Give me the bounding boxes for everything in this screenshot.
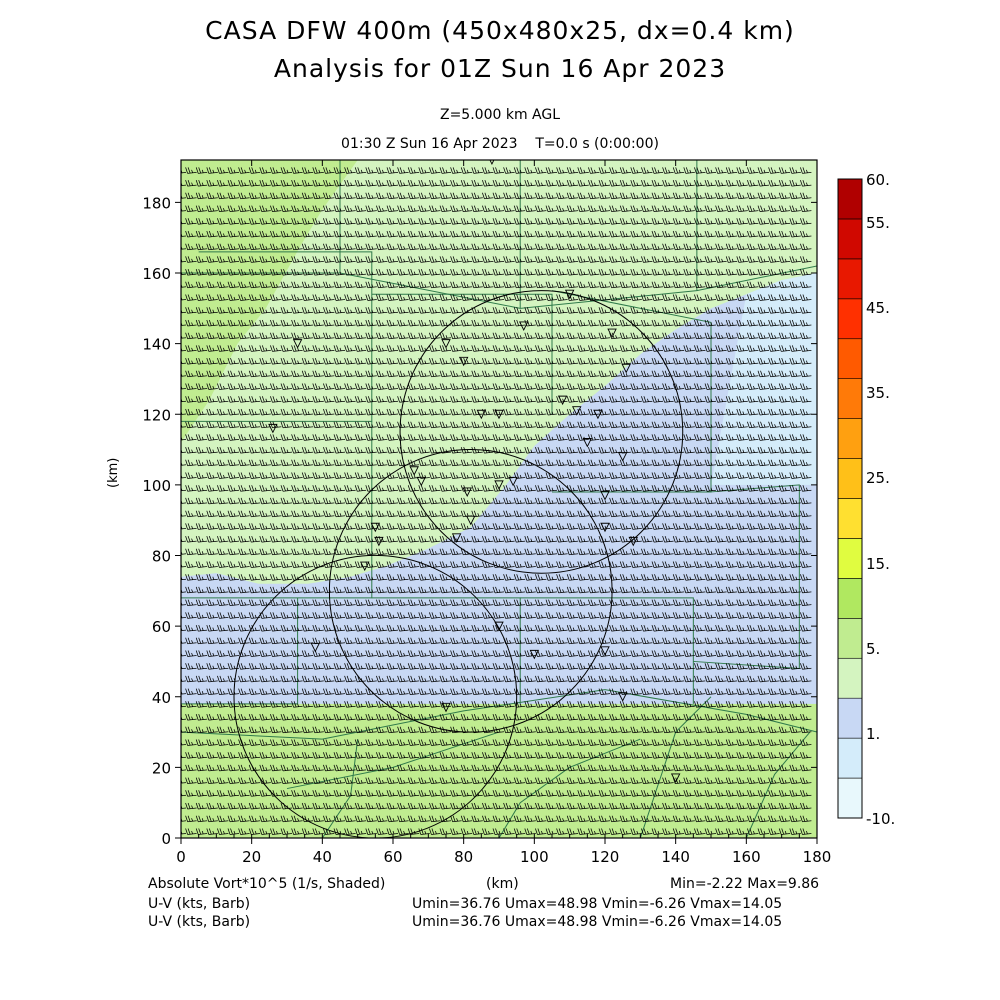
colorbar-label: 60.: [866, 171, 890, 189]
colorbar-label: 55.: [866, 214, 890, 232]
x-tick-label: 40: [313, 848, 332, 866]
x-tick-label: 100: [520, 848, 549, 866]
shade-lightblue-region: [711, 273, 817, 485]
colorbar-segment: [837, 657, 863, 699]
x-tick-label: 0: [176, 848, 186, 866]
colorbar-segment: [837, 578, 863, 619]
x-tick-label: 180: [803, 848, 832, 866]
colorbar-label: 1.: [866, 725, 880, 743]
colorbar-segment: [837, 298, 863, 340]
colorbar-segment: [837, 777, 863, 819]
colorbar-label: 5.: [866, 640, 880, 658]
y-tick-label: 160: [142, 265, 171, 283]
wind-barb-label-1: U-V (kts, Barb): [148, 896, 251, 912]
y-tick-label: 40: [152, 689, 171, 707]
shade-blue-region: [181, 273, 817, 704]
colorbar-segment: [837, 498, 863, 539]
colorbar-segment: [837, 618, 863, 659]
colorbar-segment: [837, 258, 863, 300]
y-tick-label: 100: [142, 477, 171, 495]
wind-stats-2: Umin=36.76 Umax=48.98 Vmin=-6.26 Vmax=14…: [412, 914, 783, 930]
colorbar-label: 45.: [866, 299, 890, 317]
level-label: Z=5.000 km AGL: [439, 107, 561, 123]
colorbar-label: 35.: [866, 384, 890, 402]
x-tick-label: 160: [732, 848, 761, 866]
x-axis-label: (km): [486, 876, 519, 892]
colorbar-label: 15.: [866, 555, 890, 573]
wind-barb-label-2: U-V (kts, Barb): [148, 914, 251, 930]
x-tick-label: 20: [242, 848, 261, 866]
y-axis-label: (km): [106, 457, 121, 488]
colorbar-segment: [837, 418, 863, 459]
y-tick-label: 140: [142, 336, 171, 354]
radar-range-rings: [233, 160, 684, 838]
x-tick-label: 80: [454, 848, 473, 866]
colorbar-segment: [837, 697, 863, 739]
colorbar-segment: [837, 178, 863, 220]
colorbar-segment: [837, 737, 863, 779]
plot-title-line1: CASA DFW 400m (450x480x25, dx=0.4 km): [205, 16, 795, 45]
y-tick-label: 120: [142, 406, 171, 424]
colorbar-segment: [837, 538, 863, 579]
y-tick-label: 60: [152, 618, 171, 636]
y-tick-label: 80: [152, 548, 171, 566]
x-tick-label: 120: [591, 848, 620, 866]
plot-title-line2: Analysis for 01Z Sun 16 Apr 2023: [273, 54, 727, 83]
x-tick-label: 140: [661, 848, 690, 866]
colorbar-segment: [837, 458, 863, 499]
y-tick-label: 20: [152, 759, 171, 777]
field-label: Absolute Vort*10^5 (1/s, Shaded): [148, 876, 386, 892]
colorbar: 60. 55. 45. 35. 25. 15. 5. 1. -10.: [837, 171, 895, 828]
colorbar-label: 25.: [866, 469, 890, 487]
valid-time-label: 01:30 Z Sun 16 Apr 2023 T=0.0 s (0:00:00…: [341, 136, 659, 152]
min-max-readout: Min=-2.22 Max=9.86: [670, 876, 820, 892]
axes: 0 20 40 60 80 100 120 140 160 180 0 20 40 60 80 100 120 1…: [142, 160, 831, 866]
shade-northwest-patch: [181, 160, 358, 443]
wind-stats-1: Umin=36.76 Umax=48.98 Vmin=-6.26 Vmax=14…: [412, 896, 783, 912]
y-tick-label: 0: [161, 830, 171, 848]
colorbar-segment: [837, 378, 863, 419]
colorbar-segment: [837, 338, 863, 379]
y-tick-label: 180: [142, 194, 171, 212]
x-tick-label: 60: [383, 848, 402, 866]
colorbar-segment: [837, 218, 863, 260]
shade-south-band: [181, 703, 817, 838]
colorbar-label: -10.: [866, 810, 895, 828]
